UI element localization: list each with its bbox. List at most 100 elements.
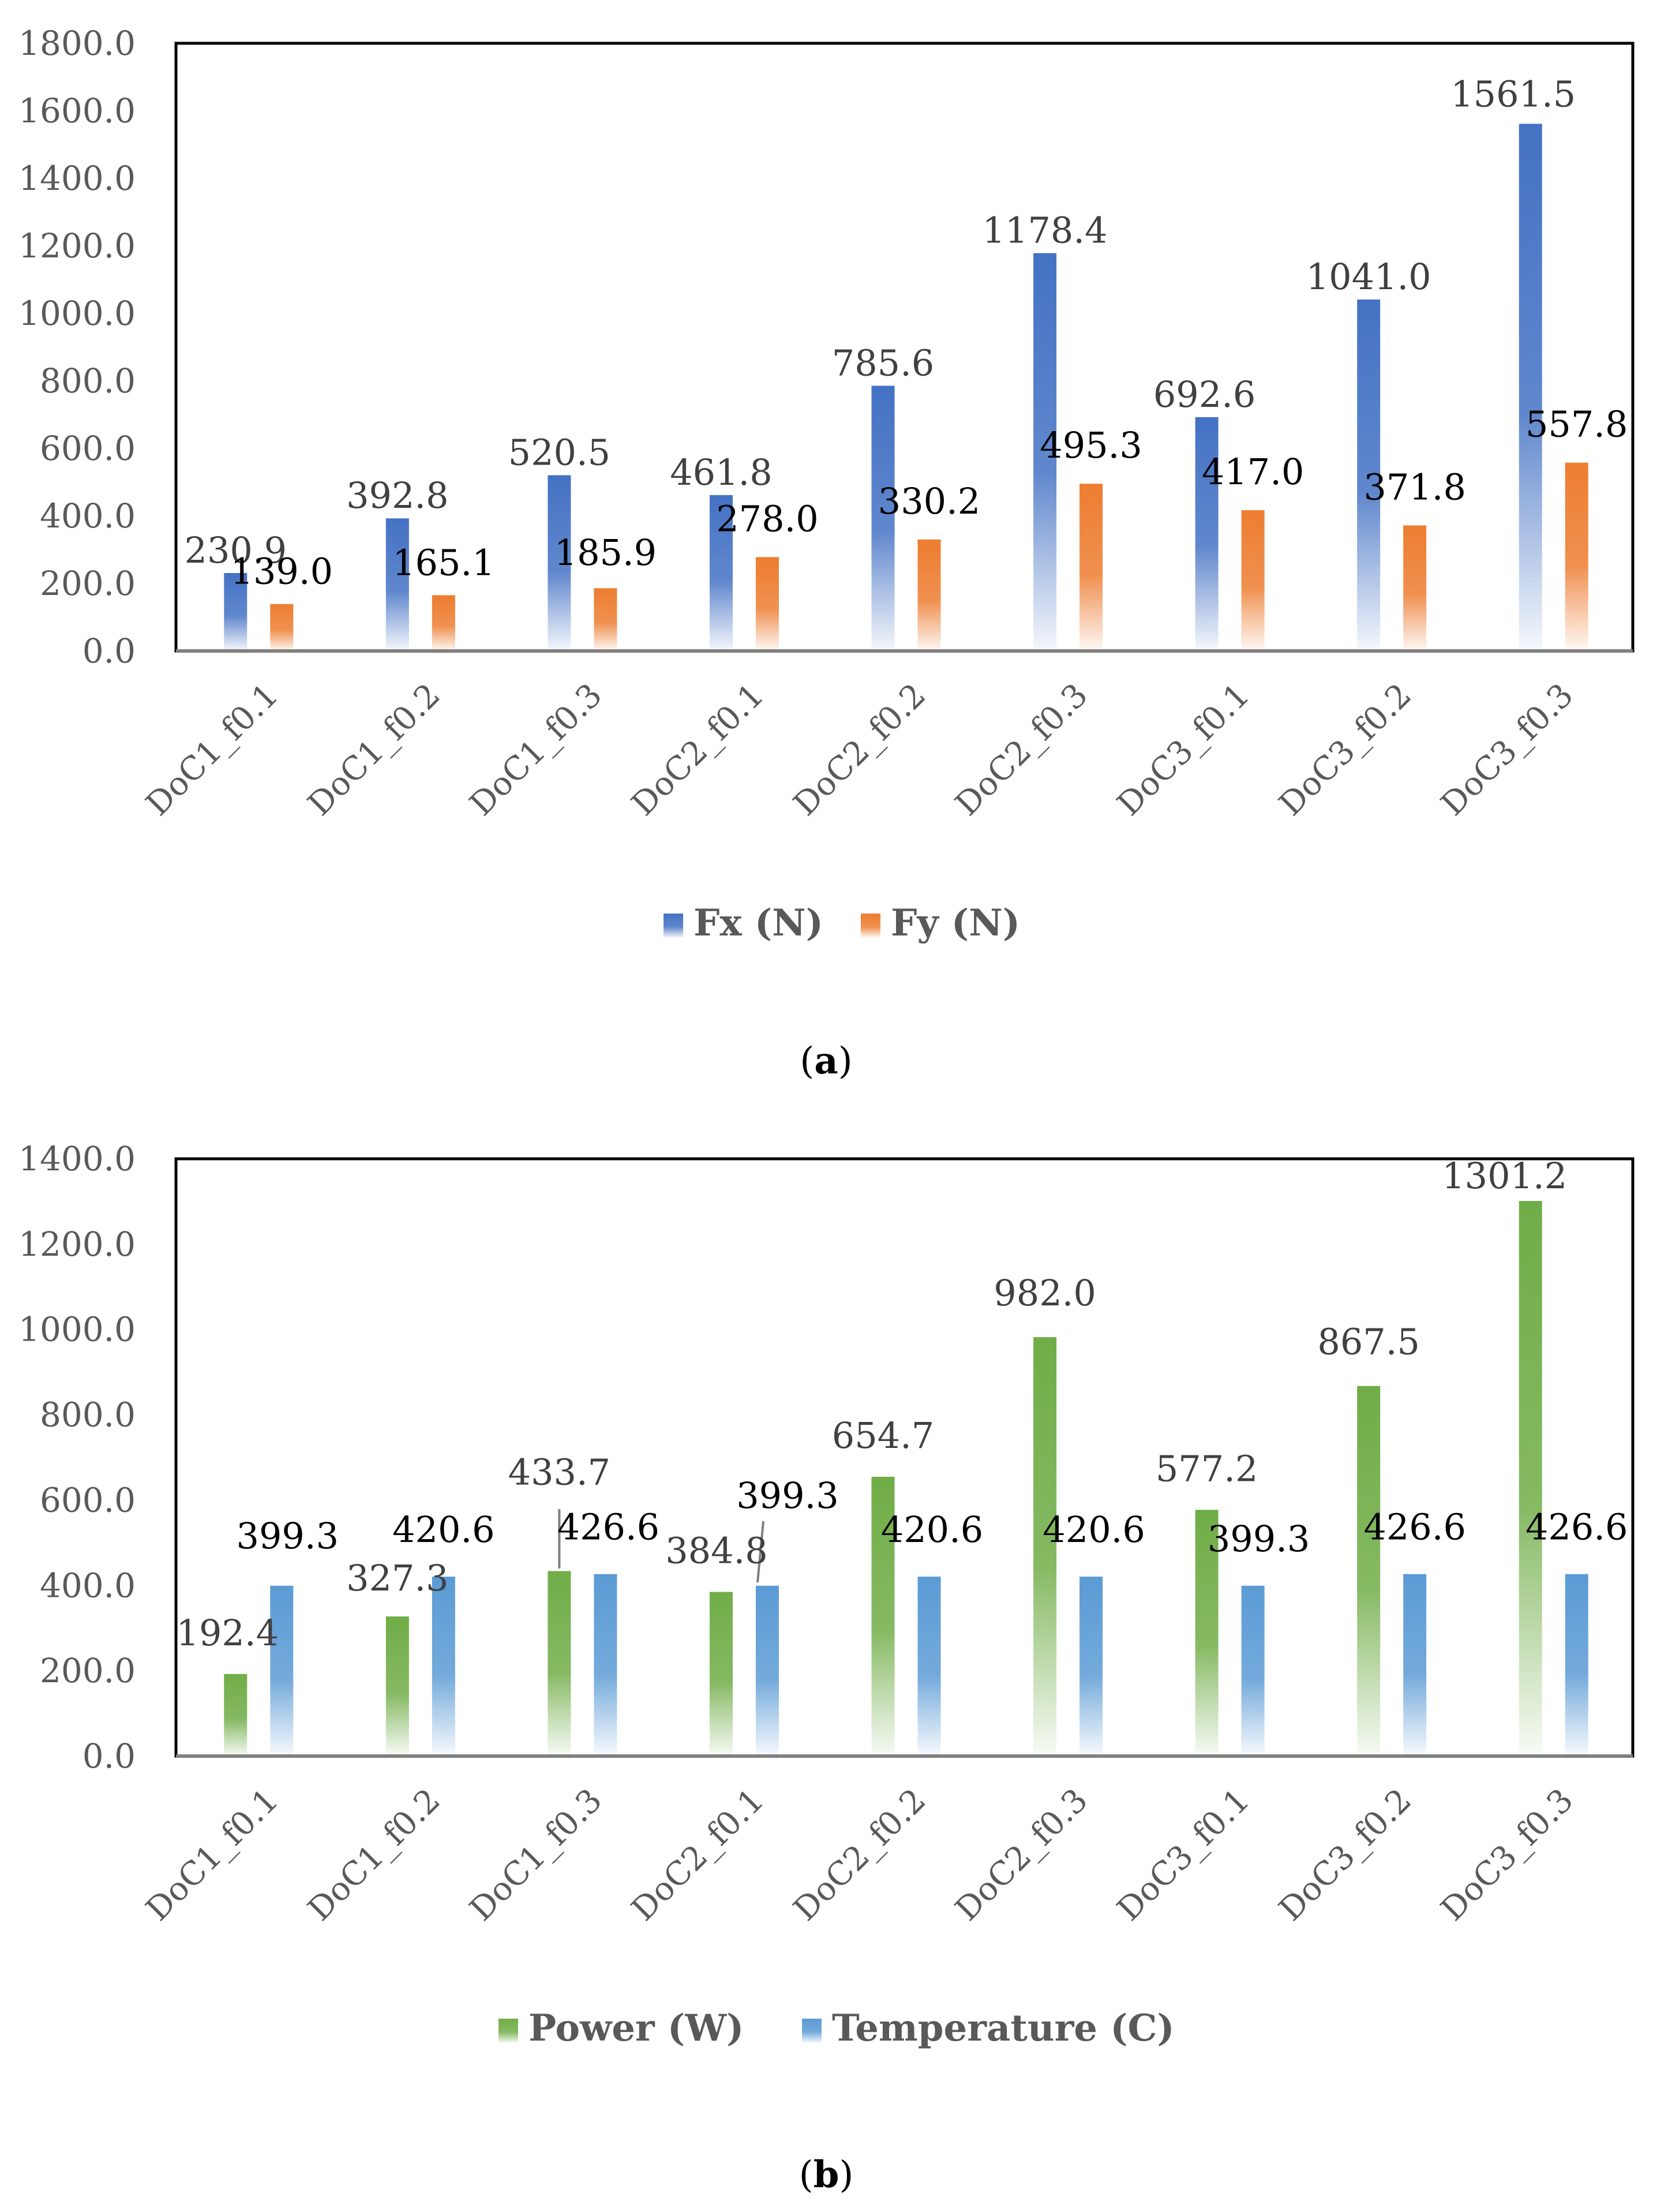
bar-power-w [1357, 1386, 1381, 1756]
x-tick-label: DoC3_f0.3 [1434, 1781, 1580, 1928]
x-tick-label: DoC3_f0.3 [1434, 676, 1580, 823]
bar-fy-n [917, 539, 941, 651]
bar-fy-n [755, 557, 779, 651]
bar-fx-n [224, 572, 248, 651]
legend-swatch [664, 914, 683, 938]
data-label: 399.3 [736, 1474, 839, 1517]
bar-power-w [1195, 1510, 1219, 1756]
bar-temperature-c [1241, 1585, 1265, 1756]
data-label: 417.0 [1202, 451, 1305, 493]
y-tick-label: 1800.0 [18, 24, 136, 63]
data-label: 654.7 [832, 1414, 935, 1457]
legend-label: Temperature (C) [832, 2007, 1175, 2050]
data-label: 520.5 [508, 432, 611, 474]
y-tick-label: 1600.0 [18, 91, 136, 130]
legend-swatch [802, 2019, 822, 2043]
y-tick-label: 1000.0 [18, 294, 136, 333]
x-tick-label: DoC1_f0.2 [301, 676, 447, 823]
legend-swatch [861, 914, 880, 938]
bar-fx-n [385, 518, 409, 651]
bar-fx-n [548, 475, 571, 651]
x-tick-label: DoC2_f0.3 [948, 1781, 1094, 1928]
bar-fy-n [594, 588, 617, 651]
data-label: 577.2 [1156, 1447, 1258, 1489]
bar-fy-n [1565, 462, 1588, 651]
data-label: 192.4 [177, 1612, 279, 1654]
y-tick-label: 1400.0 [18, 159, 136, 198]
panel-caption-a: (a) [800, 1039, 852, 1083]
x-tick-label: DoC1_f0.3 [463, 676, 609, 823]
data-label: 982.0 [994, 1272, 1096, 1314]
bar-temperature-c [1403, 1574, 1427, 1756]
data-label: 426.6 [1363, 1506, 1466, 1548]
caption-close: ) [839, 2154, 853, 2196]
bar-fx-n [1195, 417, 1219, 651]
y-tick-label: 600.0 [40, 1480, 136, 1519]
bar-temperature-c [594, 1574, 617, 1756]
legend-label: Fx (N) [694, 901, 823, 945]
bar-temperature-c [1565, 1574, 1588, 1756]
data-label: 327.3 [346, 1557, 449, 1599]
y-tick-label: 1000.0 [18, 1310, 136, 1349]
bar-fy-n [432, 595, 455, 651]
x-tick-label: DoC3_f0.2 [1272, 1781, 1419, 1928]
bar-power-w [224, 1674, 248, 1756]
bar-fx-n [1519, 123, 1542, 651]
bar-fx-n [709, 495, 733, 651]
data-label: 426.6 [557, 1506, 660, 1548]
data-label: 557.8 [1525, 403, 1628, 446]
data-label: 330.2 [878, 480, 981, 522]
x-tick-label: DoC3_f0.2 [1272, 676, 1419, 823]
x-tick-label: DoC2_f0.1 [624, 676, 771, 823]
chart-panel-b: 0.0 200.0 400.0 600.0 800.0 1000.0 1200.0 1400.… [18, 1139, 1635, 2050]
data-label: 278.0 [716, 497, 819, 540]
bar-power-w [709, 1592, 733, 1756]
bar-power-w [385, 1616, 409, 1756]
caption-open: ( [800, 1040, 814, 1083]
data-label: 371.8 [1363, 466, 1466, 508]
bar-temperature-c [1079, 1577, 1103, 1756]
data-label: 230.9 [185, 529, 287, 571]
data-label: 420.6 [881, 1509, 984, 1551]
y-tick-label: 0.0 [83, 631, 136, 671]
bar-power-w [548, 1571, 571, 1756]
data-label: 867.5 [1317, 1321, 1420, 1363]
data-label: 1178.4 [983, 209, 1108, 252]
data-label: 433.7 [508, 1451, 611, 1493]
y-tick-label: 200.0 [40, 1651, 136, 1690]
y-tick-label: 1200.0 [18, 1225, 136, 1264]
x-tick-label: DoC1_f0.1 [139, 676, 286, 823]
data-label: 399.3 [1208, 1518, 1310, 1560]
x-tick-label: DoC1_f0.1 [139, 1781, 286, 1928]
bar-temperature-c [432, 1577, 455, 1756]
data-label-leader-line [756, 1521, 764, 1583]
data-label: 692.6 [1153, 373, 1256, 416]
x-tick-label: DoC3_f0.1 [1110, 676, 1257, 823]
y-tick-label: 1200.0 [18, 226, 136, 265]
bar-fy-n [1079, 484, 1103, 651]
bar-power-w [871, 1476, 895, 1756]
data-label: 420.6 [392, 1509, 495, 1551]
x-tick-label: DoC2_f0.2 [786, 676, 933, 823]
data-label: 1041.0 [1306, 256, 1431, 298]
data-label: 495.3 [1040, 424, 1142, 466]
bar-temperature-c [270, 1585, 294, 1756]
y-tick-label: 0.0 [83, 1736, 136, 1776]
bar-fy-n [1241, 510, 1265, 651]
data-label: 139.0 [231, 551, 333, 593]
data-label: 399.3 [237, 1515, 339, 1557]
caption-open: ( [799, 2154, 814, 2196]
panel-caption-b: (b) [799, 2153, 854, 2196]
x-tick-label: DoC1_f0.2 [301, 1781, 447, 1928]
legend-label: Fy (N) [891, 901, 1020, 945]
bar-power-w [1519, 1201, 1542, 1756]
x-tick-label: DoC2_f0.3 [948, 676, 1094, 823]
y-tick-label: 400.0 [40, 1566, 136, 1605]
y-tick-label: 1400.0 [18, 1139, 136, 1178]
data-label: 185.9 [554, 532, 657, 574]
data-label: 1561.5 [1450, 73, 1576, 115]
data-label: 426.6 [1525, 1506, 1628, 1548]
data-label: 392.8 [346, 474, 449, 516]
x-tick-label: DoC2_f0.2 [786, 1781, 933, 1928]
data-label: 384.8 [665, 1530, 768, 1572]
